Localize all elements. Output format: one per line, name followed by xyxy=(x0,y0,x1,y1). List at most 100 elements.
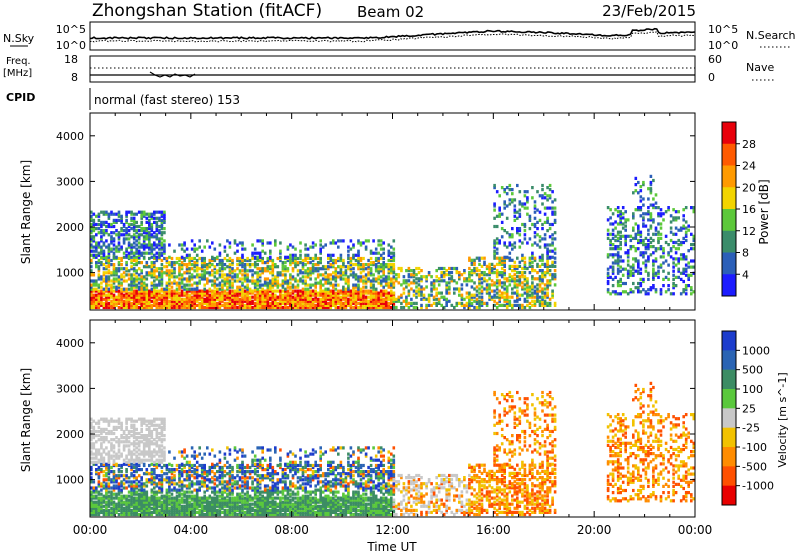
power-cell xyxy=(639,230,643,234)
power-cell xyxy=(140,220,143,224)
power-cell xyxy=(311,269,315,273)
power-cell xyxy=(105,245,108,249)
power-cell xyxy=(236,301,239,305)
power-cell xyxy=(430,281,433,285)
power-cell xyxy=(382,279,385,283)
power-cell xyxy=(551,210,554,214)
power-cell xyxy=(294,299,297,303)
power-cell xyxy=(463,271,466,275)
power-cell xyxy=(513,204,517,208)
power-cell xyxy=(284,299,287,303)
velocity-cell xyxy=(122,508,126,512)
power-cell xyxy=(314,303,317,307)
velocity-cell xyxy=(271,502,275,506)
power-cell xyxy=(508,264,512,268)
power-cell xyxy=(352,273,355,277)
power-cell xyxy=(203,265,206,269)
power-cell xyxy=(284,287,287,291)
power-cell xyxy=(148,256,151,261)
power-cell xyxy=(218,273,222,277)
velocity-cell xyxy=(306,496,310,500)
power-cell xyxy=(170,305,174,310)
power-cell xyxy=(473,287,476,291)
power-cell xyxy=(493,183,496,188)
power-cell xyxy=(637,230,640,234)
power-cell xyxy=(619,284,622,288)
velocity-cell xyxy=(258,508,262,512)
power-cell xyxy=(357,293,360,297)
power-cell xyxy=(357,275,360,279)
power-cell xyxy=(533,299,537,303)
power-cell xyxy=(619,216,622,220)
power-cell xyxy=(135,271,138,275)
power-cell xyxy=(682,236,685,240)
velocity-cell xyxy=(263,504,267,508)
velocity-cell xyxy=(112,512,116,517)
power-cell xyxy=(263,279,267,283)
power-cell xyxy=(662,284,665,288)
power-cell xyxy=(493,293,496,297)
velocity-cell xyxy=(311,496,315,500)
power-cell xyxy=(243,275,247,279)
power-cell xyxy=(195,291,199,295)
velocity-cell xyxy=(112,502,116,506)
velocity-cell xyxy=(145,498,149,502)
power-cell xyxy=(518,277,522,281)
power-cell xyxy=(304,253,307,257)
power-cell xyxy=(125,212,128,216)
power-cell xyxy=(256,287,259,291)
power-cell xyxy=(639,240,643,245)
power-cell xyxy=(218,295,222,299)
power-cell xyxy=(543,271,547,275)
power-cell xyxy=(382,299,385,303)
power-cell xyxy=(364,303,368,307)
power-cell xyxy=(160,241,164,245)
power-cell xyxy=(170,301,174,305)
power-cell xyxy=(175,256,179,261)
power-cell xyxy=(672,216,675,220)
velocity-cell xyxy=(140,498,143,502)
power-cell xyxy=(637,232,640,236)
power-cell xyxy=(279,293,282,297)
power-cell xyxy=(102,291,106,295)
power-cell xyxy=(624,224,627,228)
power-cell xyxy=(140,285,143,289)
power-cell xyxy=(160,251,164,255)
power-cell xyxy=(526,283,529,287)
power-cell xyxy=(316,263,320,267)
velocity-cell xyxy=(248,502,252,506)
power-cell xyxy=(412,269,416,273)
power-cell xyxy=(478,283,481,287)
velocity-cell xyxy=(148,504,151,508)
velocity-cell xyxy=(228,496,232,500)
velocity-cell xyxy=(281,502,285,506)
power-cell xyxy=(180,277,184,281)
velocity-cell xyxy=(299,506,302,510)
power-cell xyxy=(384,275,388,279)
power-cell xyxy=(180,305,184,310)
power-cell xyxy=(390,299,393,303)
power-cell xyxy=(258,289,262,293)
power-cell xyxy=(553,303,557,307)
power-cell xyxy=(127,273,131,277)
power-cell xyxy=(337,283,340,287)
power-cell xyxy=(269,251,272,255)
power-cell xyxy=(455,303,459,307)
velocity-cell xyxy=(127,504,131,508)
power-cell xyxy=(291,245,295,249)
velocity-cell xyxy=(137,502,141,506)
power-cell xyxy=(243,293,247,297)
power-cell xyxy=(185,255,189,259)
power-cell xyxy=(316,293,320,297)
power-cell xyxy=(304,289,307,293)
power-cell xyxy=(223,263,227,267)
power-cell xyxy=(324,299,327,303)
power-cell xyxy=(92,227,96,231)
power-cell xyxy=(384,263,388,267)
velocity-cell xyxy=(200,502,204,506)
power-cell xyxy=(536,287,539,291)
velocity-cell xyxy=(274,500,277,504)
power-cell xyxy=(289,253,292,257)
power-cell xyxy=(243,277,247,281)
power-cell xyxy=(213,271,217,275)
